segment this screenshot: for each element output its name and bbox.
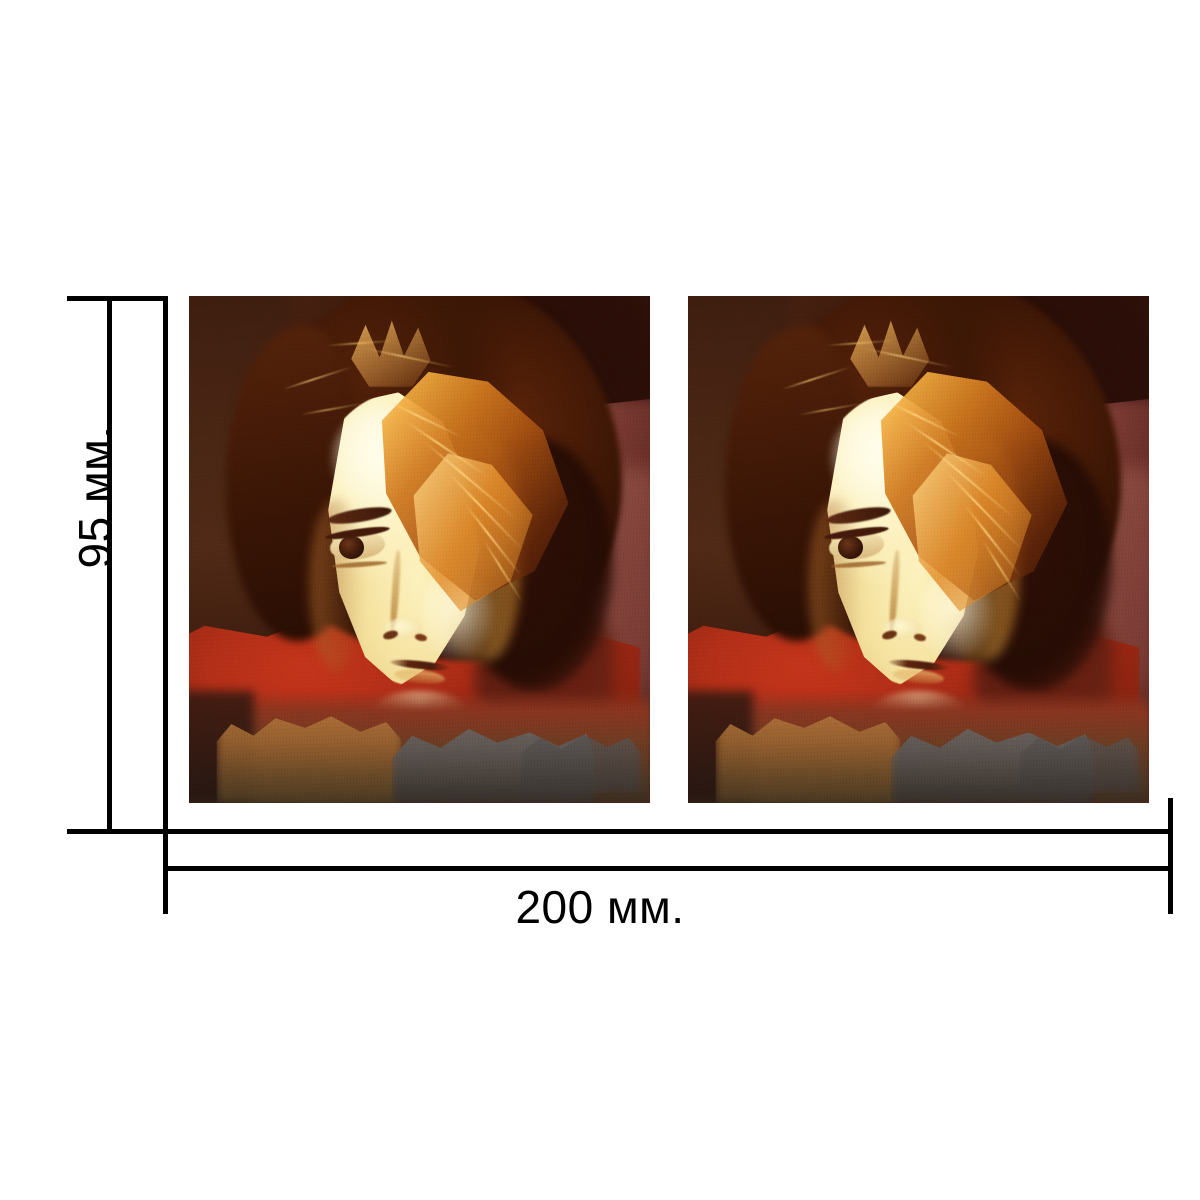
vertical-dimension-tick-bottom: [67, 829, 168, 834]
iris: [338, 536, 364, 559]
horizontal-dimension-line: [163, 866, 1173, 871]
vertical-dimension-line: [107, 296, 112, 834]
portrait-artwork: [189, 296, 650, 803]
bottom-band-slate-right: [1019, 734, 1140, 793]
face-shadow-left: [308, 498, 365, 672]
height-dimension-label: 95 мм.: [69, 425, 121, 569]
face-shadow-left: [807, 498, 864, 672]
vertical-dimension-tick-top: [67, 296, 168, 301]
width-dimension-label: 200 мм.: [515, 881, 685, 933]
bottom-band-slate-right: [520, 734, 641, 793]
right-extension-line: [1168, 798, 1173, 914]
artwork-panel-left: [189, 296, 650, 803]
left-extension-line-lower: [163, 829, 168, 914]
portrait-artwork: [688, 296, 1149, 803]
iris: [837, 536, 863, 559]
artwork-panel-right: [688, 296, 1149, 803]
bottom-edge-line: [163, 829, 1173, 834]
left-extension-line: [163, 296, 168, 834]
